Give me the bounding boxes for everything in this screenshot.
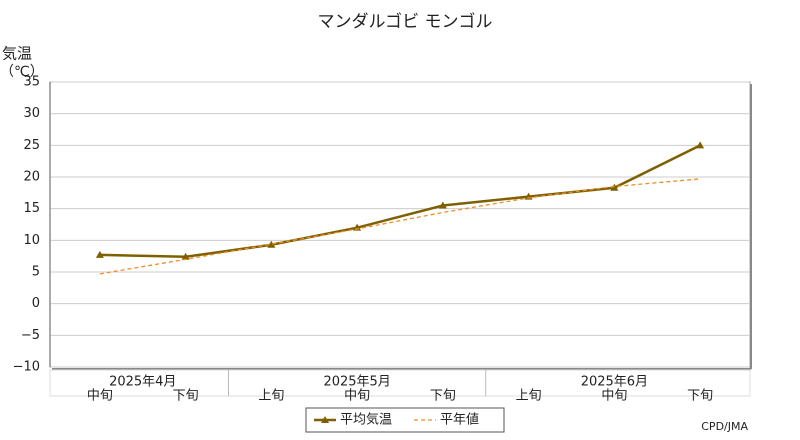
x-tick-label: 下旬 <box>173 389 199 404</box>
y-tick-label: 35 <box>23 75 40 90</box>
y-tick-label: 5 <box>32 265 40 280</box>
point-marker <box>95 250 104 258</box>
y-axis-label: 気温 <box>2 45 32 63</box>
series-line <box>99 144 701 259</box>
point-marker <box>438 201 447 209</box>
y-tick-label: 10 <box>23 233 40 248</box>
x-tick-label: 中旬 <box>87 389 113 404</box>
y-tick-label: −10 <box>13 360 40 375</box>
point-marker <box>181 252 190 260</box>
x-tick-label: 中旬 <box>601 389 627 404</box>
x-group-label: 2025年5月 <box>323 375 390 390</box>
point-marker <box>696 141 705 149</box>
x-tick-label: 上旬 <box>516 389 542 404</box>
x-axis-band <box>49 369 751 397</box>
y-tick-label: 30 <box>23 106 40 121</box>
y-axis-unit: （℃） <box>0 64 44 80</box>
legend-label: 平均気温 <box>340 412 392 428</box>
y-tick-label: 20 <box>23 170 40 185</box>
y-tick-label: 25 <box>23 138 40 153</box>
x-group-label: 2025年6月 <box>581 375 648 390</box>
legend <box>305 407 505 433</box>
point-marker <box>610 183 619 191</box>
x-tick-label: 中旬 <box>344 389 370 404</box>
x-tick-label: 下旬 <box>687 389 713 404</box>
chart-title: マンダルゴビ モンゴル <box>317 11 492 32</box>
y-tick-label: 15 <box>23 201 40 216</box>
point-marker <box>267 240 276 248</box>
x-tick-label: 下旬 <box>430 389 456 404</box>
y-tick-label: −5 <box>21 328 40 343</box>
x-group-label: 2025年4月 <box>109 375 176 390</box>
series-line <box>99 178 701 275</box>
credit: CPD/JMA <box>701 420 748 433</box>
legend-marker <box>321 416 329 423</box>
x-tick-label: 上旬 <box>258 389 284 404</box>
legend-label: 平年値 <box>440 412 479 428</box>
y-tick-label: 0 <box>32 296 40 311</box>
plot-area <box>49 81 751 368</box>
